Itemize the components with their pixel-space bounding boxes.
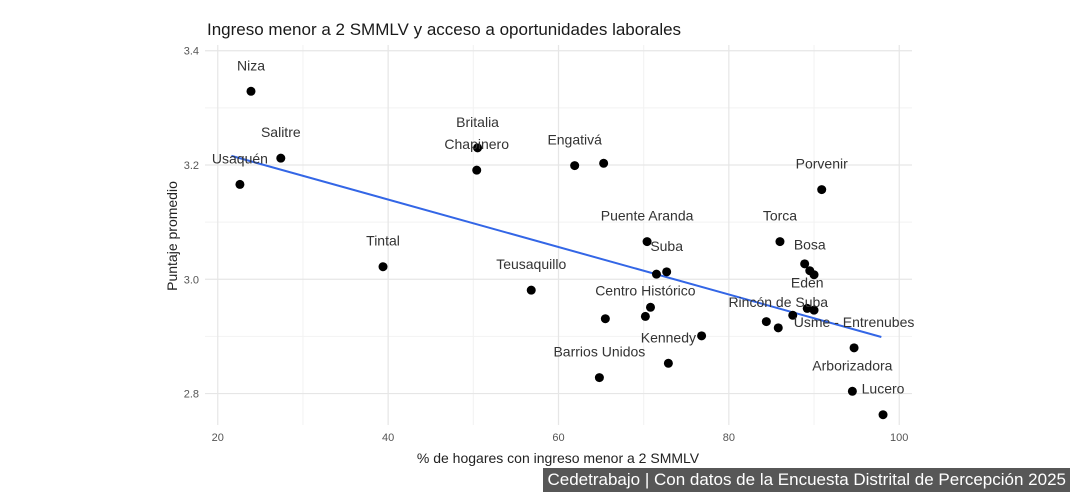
point-label: Kennedy [641,329,696,345]
data-point [697,331,707,341]
point-label: Salitre [261,124,301,140]
data-point [849,343,859,353]
data-point [378,262,388,272]
point-label: Lucero [862,381,905,397]
point-label: Eden [791,274,824,290]
trend-line [231,154,882,338]
y-tick-label: 3.0 [184,274,199,286]
data-point [775,237,785,247]
point-label: Britalia [456,114,499,130]
x-axis-label: % de hogares con ingreso menor a 2 SMMLV [416,450,700,466]
chart-title: Ingreso menor a 2 SMMLV y acceso a oport… [207,20,682,39]
point-label: Centro Histórico [595,282,696,298]
data-point [599,158,609,168]
point-label: Engativá [547,132,602,148]
point-label: Barrios Unidos [553,344,645,360]
data-point [642,237,652,247]
point-label: Usme - Entrenubes [794,314,915,330]
data-point [594,373,604,383]
data-point [662,267,672,277]
data-point [472,165,482,175]
data-point [847,386,857,396]
data-point [570,161,580,171]
point-label: Niza [237,57,265,73]
data-point [802,303,812,313]
point-label: Arborizadora [812,357,892,373]
data-point [878,410,888,420]
point-label: Porvenir [796,156,848,172]
data-point [809,270,819,280]
data-point [235,179,245,189]
data-point [276,153,286,163]
point-label: Chapinero [444,136,509,152]
data-point [773,323,783,333]
data-point [645,302,655,312]
point-label: Suba [650,238,683,254]
point-label: Tintal [366,233,400,249]
point-label: Usaquén [212,150,268,166]
point-label: Bosa [794,237,826,253]
y-tick-label: 2.8 [184,389,199,401]
data-point [600,314,610,324]
point-label: Puente Aranda [601,208,694,224]
x-tick-label: 100 [890,432,908,444]
point-label: Rincón de Suba [728,294,828,310]
data-point [640,311,650,321]
x-tick-label: 40 [382,432,394,444]
x-tick-label: 80 [723,432,735,444]
source-caption: Cedetrabajo | Con datos de la Encuesta D… [543,468,1070,492]
data-point [526,285,536,295]
data-point [246,86,256,96]
point-label: Torca [763,208,797,224]
y-axis-label: Puntaje promedio [164,181,180,291]
x-tick-label: 20 [212,432,224,444]
y-tick-label: 3.2 [184,160,199,172]
data-point [663,358,673,368]
x-tick-label: 60 [552,432,564,444]
data-point [651,269,661,279]
data-point [761,317,771,327]
data-point [800,259,810,269]
data-point [788,310,798,320]
data-point [473,143,483,153]
data-point [809,305,819,315]
y-tick-label: 3.4 [184,46,199,58]
point-label: Teusaquillo [496,256,566,272]
data-point [817,185,827,195]
